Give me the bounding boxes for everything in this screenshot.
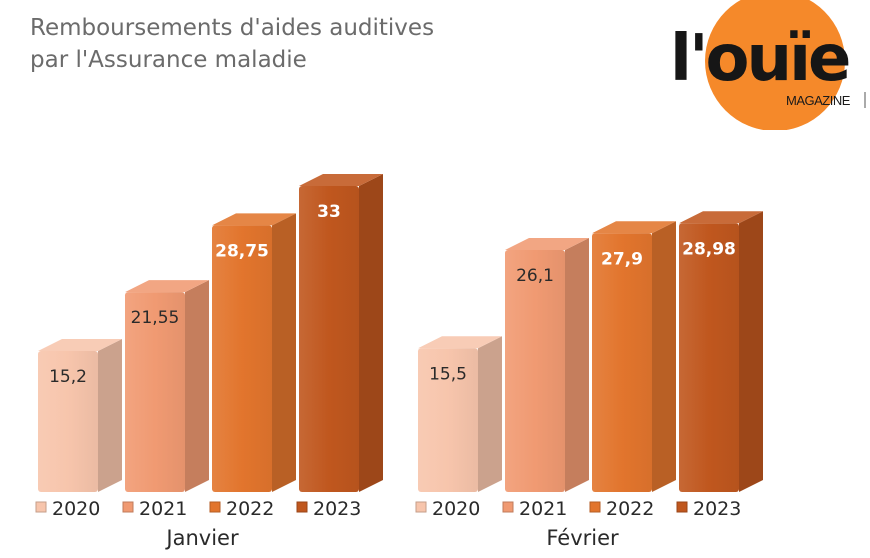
bar-front: [679, 223, 739, 492]
bar-top: [212, 213, 296, 226]
group-label-0: Janvier: [164, 526, 239, 550]
legend-swatch-2023: [676, 501, 688, 513]
data-label: 21,55: [131, 308, 180, 328]
legend-swatch-2020: [35, 501, 47, 513]
legend-label-2022: 2022: [226, 498, 274, 520]
legend-label-2021: 2021: [139, 498, 187, 520]
bar-top: [592, 221, 676, 234]
bar-top: [38, 339, 122, 352]
legend-swatch-2021: [122, 501, 134, 513]
bar-front: [125, 292, 185, 492]
group-label-1: Février: [546, 526, 619, 550]
bar-front: [299, 186, 359, 492]
legend-swatch-2021: [502, 501, 514, 513]
legend-label-2021: 2021: [519, 498, 567, 520]
bar-1-2021: 26,1: [505, 237, 589, 492]
logo-orange-circle: [705, 0, 845, 130]
chart-title-line-2: par l'Assurance maladie: [30, 47, 307, 73]
bar-group-1: 15,5 2020 26,1 2021 27,9 2022 28,98 2023 Février: [415, 211, 763, 550]
bar-top: [505, 237, 589, 250]
bar-front: [505, 249, 565, 492]
data-label: 28,75: [215, 241, 269, 261]
bar-top: [299, 174, 383, 186]
legend-swatch-2023: [296, 501, 308, 513]
data-label: 33: [317, 202, 341, 222]
bar-side: [185, 280, 209, 492]
bar-side: [478, 336, 502, 492]
bar-top: [679, 211, 763, 224]
bar-front: [592, 233, 652, 493]
bar-top: [125, 280, 209, 293]
bar-1-2022: 27,9: [592, 221, 676, 493]
bar-side: [739, 211, 763, 492]
bar-front: [418, 348, 478, 492]
brand-logo: l'ouïe MAGAZINE: [670, 0, 866, 130]
bar-group-0: 15,2 2020 21,55 2021 28,75 2022 33 2023 Janvier: [35, 174, 383, 550]
bar-1-2020: 15,5: [418, 336, 502, 492]
bar-top: [418, 336, 502, 349]
chart-title: Remboursements d'aides auditives par l'A…: [30, 12, 434, 76]
legend-swatch-2022: [589, 501, 601, 513]
bar-1-2023: 28,98: [679, 211, 763, 492]
bar-side: [272, 213, 296, 492]
bar-front: [212, 225, 272, 492]
legend-label-2020: 2020: [52, 498, 100, 520]
logo-magazine-label: MAGAZINE: [786, 93, 851, 108]
bar-0-2022: 28,75: [212, 213, 296, 492]
legend-label-2022: 2022: [606, 498, 654, 520]
data-label: 15,2: [49, 367, 87, 387]
bar-side: [652, 221, 676, 493]
bar-0-2023: 33: [299, 174, 383, 492]
bar-side: [565, 237, 589, 492]
bar-side: [98, 339, 122, 492]
bar-0-2020: 15,2: [38, 339, 122, 492]
bar-0-2021: 21,55: [125, 280, 209, 492]
data-label: 26,1: [516, 266, 554, 286]
legend-label-2020: 2020: [432, 498, 480, 520]
legend-label-2023: 2023: [313, 498, 361, 520]
legend-swatch-2020: [415, 501, 427, 513]
legend-swatch-2022: [209, 501, 221, 513]
legend-label-2023: 2023: [693, 498, 741, 520]
bar-side: [359, 174, 383, 492]
data-label: 15,5: [429, 364, 467, 384]
bar-front: [38, 351, 98, 492]
logo-wordmark: l'ouïe: [670, 22, 849, 96]
chart-title-line-1: Remboursements d'aides auditives: [30, 15, 435, 41]
data-label: 28,98: [682, 239, 736, 259]
data-label: 27,9: [601, 249, 643, 269]
